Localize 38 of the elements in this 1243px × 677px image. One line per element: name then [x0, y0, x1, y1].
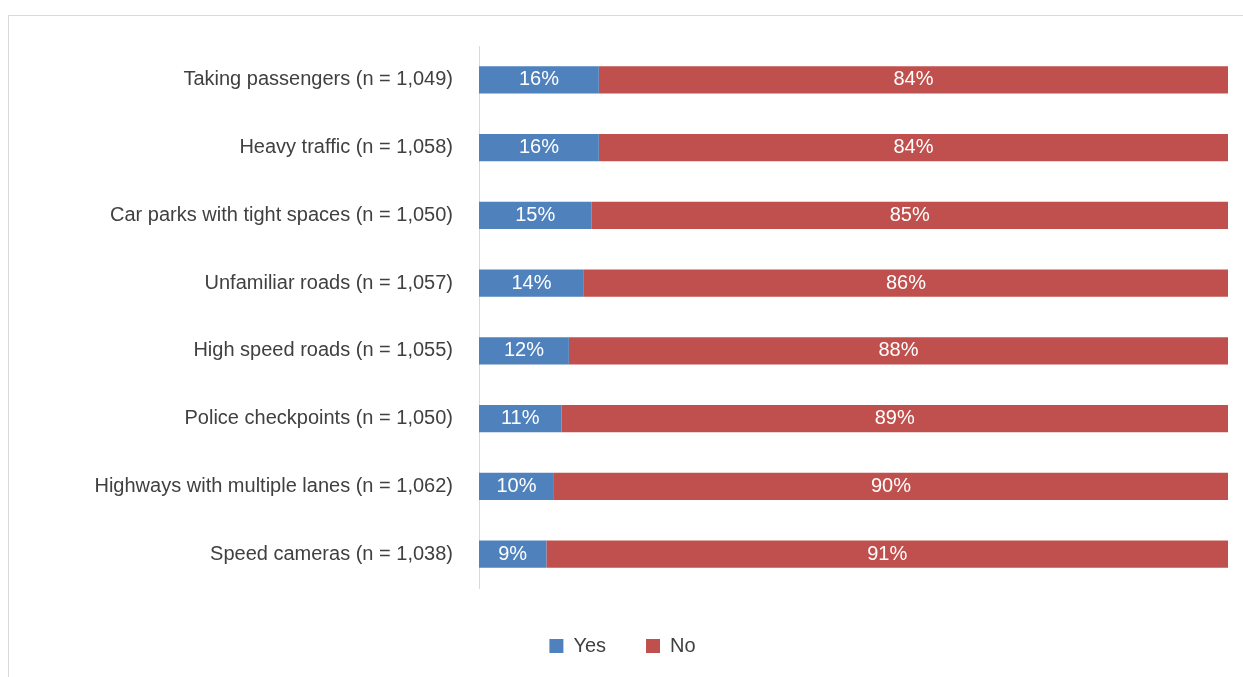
- y-tick-label: Taking passengers (n = 1,049): [183, 67, 453, 90]
- bar: [546, 540, 1228, 568]
- data-label: 85%: [889, 202, 930, 225]
- y-tick-label: Unfamiliar roads (n = 1,057): [204, 270, 453, 293]
- y-tick-label: Police checkpoints (n = 1,050): [184, 406, 453, 429]
- bar: [479, 269, 584, 297]
- bar: [479, 134, 599, 162]
- legend-label: No: [670, 633, 696, 656]
- data-label: 90%: [870, 473, 912, 496]
- bar: [561, 405, 1228, 433]
- y-tick-label: High speed roads (n = 1,055): [193, 338, 453, 361]
- y-tick-label: Car parks with tight spaces (n = 1,050): [110, 202, 453, 225]
- bar: [479, 66, 599, 94]
- data-label: 84%: [893, 67, 934, 90]
- data-label: 91%: [867, 541, 908, 564]
- bar: [479, 201, 592, 229]
- data-label: 10%: [496, 473, 537, 496]
- data-label: 12%: [503, 338, 545, 361]
- bar: [598, 66, 1228, 94]
- bar: [553, 472, 1228, 500]
- data-label: 16%: [518, 135, 560, 158]
- data-label: 11%: [500, 406, 540, 429]
- data-label: 88%: [878, 338, 919, 361]
- data-label: 15%: [515, 202, 556, 225]
- legend-label: Yes: [573, 633, 607, 656]
- y-tick-label: Heavy traffic (n = 1,058): [239, 135, 453, 158]
- data-label: 86%: [885, 270, 927, 293]
- data-label: 89%: [874, 406, 915, 429]
- data-label: 14%: [511, 270, 552, 293]
- y-tick-label: Speed cameras (n = 1,038): [210, 541, 453, 564]
- bar: [568, 337, 1228, 365]
- bar: [583, 269, 1228, 297]
- data-label: 16%: [518, 67, 560, 90]
- data-label: 9%: [498, 541, 528, 564]
- data-label: 84%: [893, 135, 934, 158]
- bar: [598, 134, 1228, 162]
- bar: [591, 201, 1228, 229]
- y-tick-label: Highways with multiple lanes (n = 1,062): [94, 473, 453, 496]
